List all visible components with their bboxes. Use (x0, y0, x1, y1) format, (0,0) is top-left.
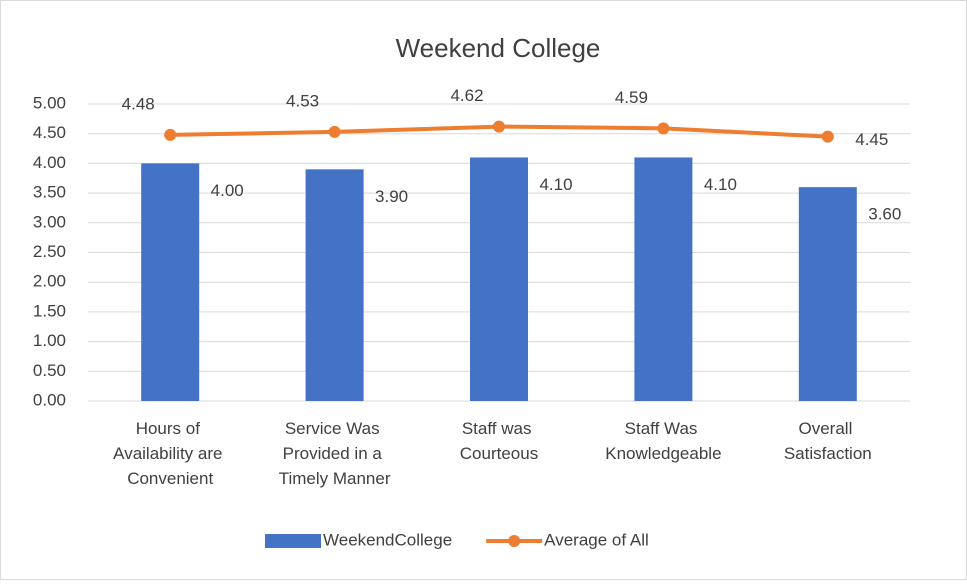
bar (634, 157, 693, 401)
x-tick-label: Staff Was Knowledgeable (605, 419, 721, 463)
line-point (493, 120, 505, 133)
bar (798, 187, 857, 401)
legend-label: Average of All (544, 530, 649, 549)
y-tick-label: 0.50 (33, 361, 66, 380)
line-point (328, 125, 341, 138)
legend-label: WeekendCollege (323, 530, 452, 549)
line-point (657, 122, 670, 135)
bar (305, 169, 364, 401)
y-tick-label: 4.50 (33, 123, 66, 142)
line-value-label: 4.59 (615, 88, 648, 107)
bar-value-label: 4.10 (704, 175, 737, 194)
y-tick-label: 4.00 (33, 153, 66, 172)
line-point (164, 128, 177, 141)
bar-value-label: 4.10 (539, 175, 572, 194)
bar-value-label: 3.90 (375, 187, 408, 206)
line-value-label: 4.62 (450, 86, 483, 105)
legend-swatch (508, 535, 521, 547)
x-tick-label: Overall Satisfaction (784, 419, 872, 463)
x-tick-label: Service Was Provided in a Timely Manner (279, 419, 391, 488)
x-tick-label: Hours of Availability are Convenient (113, 419, 227, 488)
y-tick-label: 0.00 (33, 390, 66, 409)
line-value-label: 4.53 (286, 91, 319, 110)
line-value-label: 4.48 (122, 94, 155, 113)
y-tick-label: 5.00 (33, 93, 66, 112)
bar (470, 157, 528, 401)
y-tick-label: 1.50 (33, 301, 66, 320)
chart-title: Weekend College (396, 33, 601, 63)
y-tick-label: 1.00 (33, 331, 66, 350)
line-point (821, 130, 834, 143)
y-tick-label: 2.50 (33, 242, 66, 261)
y-tick-label: 2.00 (33, 272, 66, 291)
legend-swatch (265, 534, 321, 548)
bar (141, 163, 200, 401)
y-tick-label: 3.50 (33, 183, 66, 202)
x-tick-label: Staff was Courteous (460, 419, 538, 463)
y-tick-label: 3.00 (33, 212, 66, 231)
line-value-label: 4.45 (855, 130, 888, 149)
bar-value-label: 3.60 (868, 205, 901, 224)
bar-value-label: 4.00 (211, 181, 244, 200)
